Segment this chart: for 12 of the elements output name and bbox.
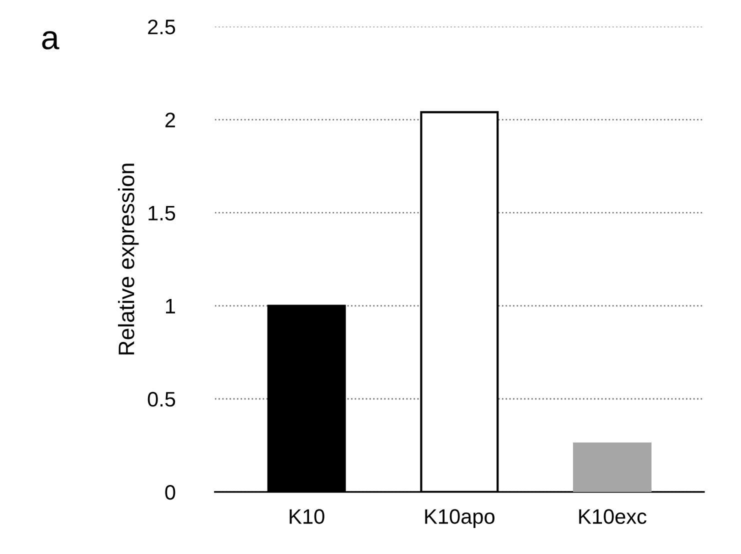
- y-tick-label: 1: [166, 299, 175, 314]
- y-tick-label: 2: [165, 112, 175, 128]
- bar: [573, 442, 652, 492]
- x-tick-label: K10: [290, 509, 324, 524]
- y-axis-title: Relative expression: [118, 164, 139, 354]
- y-tick-label: 0: [165, 484, 176, 500]
- text: a: [42, 31, 60, 50]
- y-tick-label: 0.5: [148, 392, 176, 407]
- y-tick-label: 2.5: [148, 20, 176, 34]
- x-tick-label: K10exc: [579, 509, 646, 524]
- y-tick-label: 1.5: [148, 206, 176, 220]
- x-tick-label: K10apo: [425, 509, 494, 528]
